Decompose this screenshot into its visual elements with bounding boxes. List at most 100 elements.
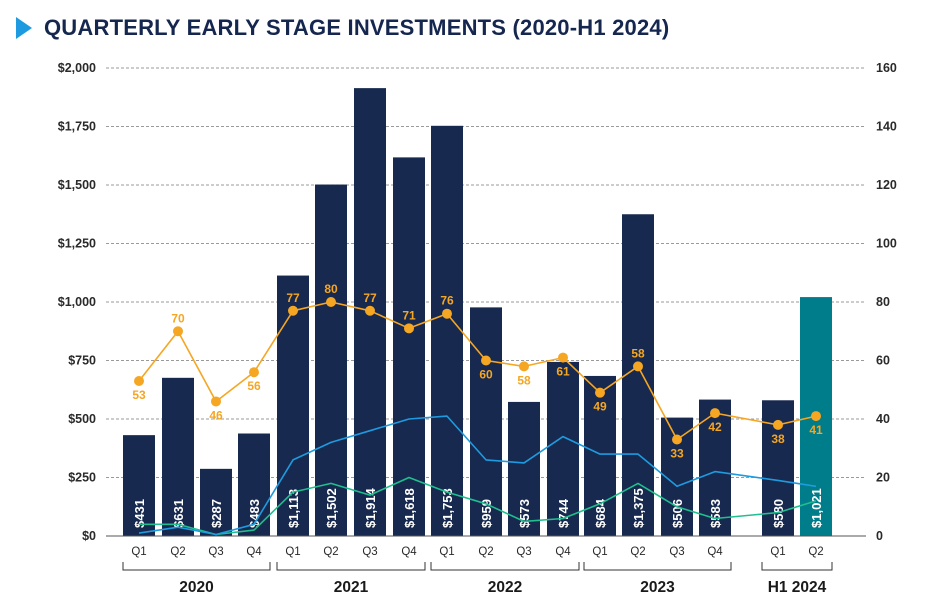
- deal-count-point: [288, 305, 298, 316]
- bar-value-label: $744: [556, 498, 571, 528]
- deal-count-point: [519, 361, 529, 372]
- y-right-tick-label: 140: [876, 120, 897, 134]
- y-left-tick-label: $0: [82, 529, 96, 543]
- bar: [162, 377, 194, 536]
- x-tick-label: Q2: [630, 546, 645, 558]
- bar-value-label: $631: [171, 499, 186, 528]
- y-left-tick-label: $250: [68, 471, 96, 485]
- y-left-tick-label: $2,000: [58, 61, 96, 75]
- group-label: 2020: [179, 579, 213, 596]
- bar-value-label: $573: [517, 499, 532, 528]
- group-bracket: [583, 562, 732, 571]
- group-label: 2023: [640, 579, 675, 596]
- bar-value-label: $1,021: [809, 488, 824, 528]
- y-right-tick-label: 160: [876, 61, 897, 75]
- deal-count-label: 41: [809, 423, 823, 437]
- bar: [123, 435, 155, 536]
- deal-count-label: 77: [363, 291, 377, 305]
- bar-value-label: $1,753: [440, 488, 455, 528]
- bar-value-label: $506: [670, 499, 685, 528]
- deal-count-label: 58: [517, 373, 531, 387]
- x-tick-label: Q3: [669, 546, 684, 558]
- group-bracket: [430, 562, 580, 571]
- y-right-tick-label: 60: [876, 354, 890, 368]
- deal-count-point: [672, 434, 682, 445]
- bar-value-label: $583: [708, 499, 723, 528]
- deal-count-label: 49: [593, 400, 607, 414]
- x-tick-label: Q4: [246, 546, 262, 558]
- x-tick-label: Q3: [208, 546, 223, 558]
- deal-count-point: [326, 297, 336, 307]
- y-right-tick-label: 120: [876, 178, 897, 192]
- bar: [584, 375, 616, 536]
- x-tick-label: Q4: [707, 546, 723, 558]
- x-tick-label: Q2: [323, 546, 338, 558]
- bar: [393, 157, 425, 536]
- x-tick-label: Q3: [362, 546, 377, 558]
- group-label: H1 2024: [768, 579, 827, 596]
- x-tick-label: Q2: [808, 546, 823, 558]
- deal-count-label: 61: [556, 365, 570, 379]
- deal-count-label: 70: [171, 311, 185, 325]
- deal-count-point: [595, 387, 605, 398]
- deal-count-point: [710, 408, 720, 419]
- deal-count-label: 42: [708, 420, 722, 434]
- y-right-tick-label: 100: [876, 237, 897, 251]
- deal-count-point: [249, 367, 259, 378]
- deal-count-label: 77: [286, 291, 300, 305]
- y-left-tick-label: $1,500: [58, 178, 96, 192]
- deal-count-point: [211, 396, 221, 407]
- deal-count-line: [138, 301, 817, 441]
- deal-count-label: 56: [247, 379, 261, 393]
- x-tick-label: Q2: [478, 546, 493, 558]
- x-tick-label: Q1: [439, 546, 454, 558]
- deal-count-point: [404, 323, 414, 334]
- y-right-tick-label: 20: [876, 471, 890, 485]
- y-right-tick-label: 40: [876, 412, 890, 426]
- deal-count-point: [811, 411, 821, 422]
- deal-count-label: 76: [440, 294, 454, 308]
- deal-count-point: [365, 305, 375, 316]
- deal-count-point: [442, 308, 452, 319]
- bar: [508, 401, 540, 536]
- y-right-tick-label: 0: [876, 529, 883, 543]
- lines: [134, 297, 821, 536]
- x-tick-label: Q1: [592, 546, 607, 558]
- bar-value-label: $580: [771, 499, 786, 528]
- title-row: QUARTERLY EARLY STAGE INVESTMENTS (2020-…: [16, 10, 669, 46]
- bar: [699, 399, 731, 536]
- x-tick-label: Q4: [555, 546, 571, 558]
- bar: [547, 361, 579, 536]
- deal-count-label: 71: [402, 308, 416, 322]
- y-left-tick-label: $1,750: [58, 120, 96, 134]
- x-tick-label: Q1: [770, 546, 785, 558]
- x-tick-label: Q2: [170, 546, 185, 558]
- deal-count-point: [633, 361, 643, 372]
- deal-count-label: 38: [771, 432, 785, 446]
- group-bracket: [122, 562, 271, 571]
- deal-count-point: [481, 355, 491, 366]
- deal-count-point: [558, 352, 568, 363]
- count-labels: 53 70 46 56 77 80 77 71 76 60 58 61 49 58 33 42 38 41: [132, 282, 823, 460]
- bar-value-label: $483: [247, 499, 262, 528]
- deal-count-label: 58: [631, 346, 645, 360]
- y-left-tick-label: $1,250: [58, 237, 96, 251]
- chart-title: QUARTERLY EARLY STAGE INVESTMENTS (2020-…: [44, 15, 670, 40]
- bars: [123, 88, 832, 537]
- y-right-tick-label: 80: [876, 295, 890, 309]
- deal-count-label: 80: [324, 282, 338, 296]
- bar-value-label: $431: [132, 499, 147, 528]
- deal-count-point: [134, 375, 144, 386]
- bar-value-label: $1,502: [324, 488, 339, 528]
- bar: [431, 125, 463, 536]
- bar-value-label: $287: [209, 499, 224, 528]
- y-left-tick-label: $500: [68, 412, 96, 426]
- group-label: 2021: [334, 579, 369, 596]
- green-series-line: [139, 476, 817, 536]
- bar-value-label: $1,914: [363, 487, 378, 528]
- x-tick-label: Q1: [131, 546, 146, 558]
- x-tick-label: Q4: [401, 546, 417, 558]
- bar-value-label: $1,618: [402, 488, 417, 528]
- axes: $0 0 $250 20 $500 40 $750 60 $1,000 80 $1,250 100 $1…: [58, 61, 897, 596]
